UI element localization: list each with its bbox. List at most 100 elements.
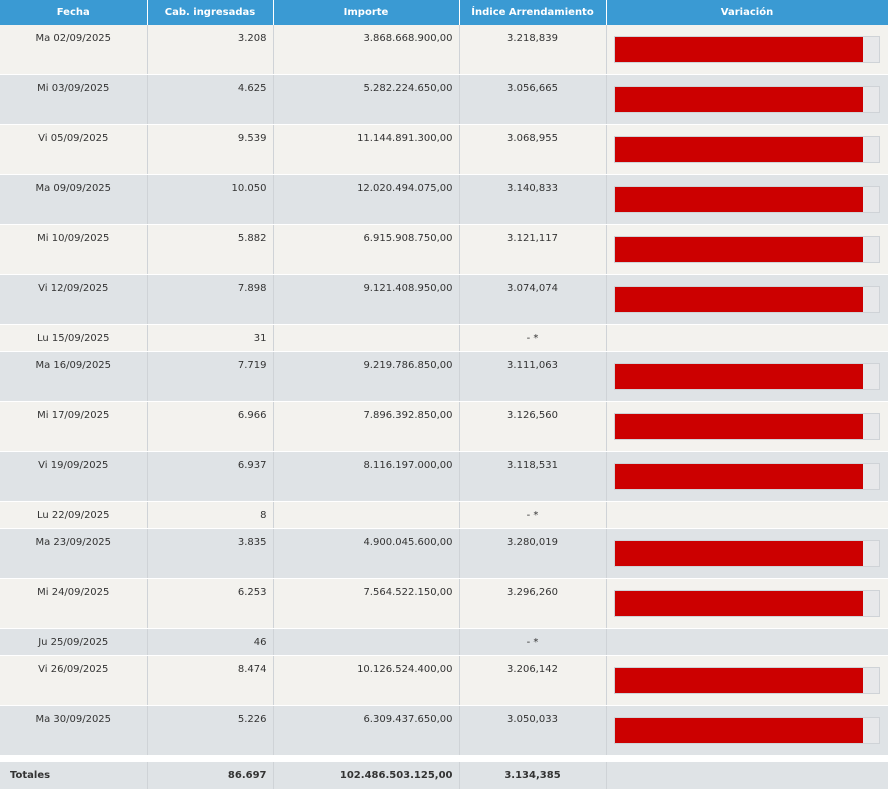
variation-bar-track	[613, 236, 880, 263]
cell-fecha: Vi 12/09/2025	[0, 274, 148, 325]
totals-cabezas: 86.697	[147, 762, 274, 789]
cell-cabezas: 7.898	[147, 274, 274, 325]
cell-cabezas: 10.050	[147, 174, 274, 225]
table-row: Mi 03/09/2025 4.625 5.282.224.650,00 3.056,…	[0, 74, 888, 125]
table-row: Mi 10/09/2025 5.882 6.915.908.750,00 3.121,…	[0, 224, 888, 275]
cell-cabezas: 5.882	[147, 224, 274, 275]
cell-indice: 3.126,560	[459, 401, 607, 452]
header-variacion[interactable]: Variación	[606, 0, 888, 25]
variation-bar-fill	[614, 668, 863, 693]
cell-indice: 3.068,955	[459, 124, 607, 175]
cell-indice: 3.140,833	[459, 174, 607, 225]
variation-bar-fill	[614, 364, 863, 389]
variation-bar-fill	[614, 87, 863, 112]
totals-importe: 102.486.503.125,00	[273, 762, 460, 789]
variation-bar-track	[613, 186, 880, 213]
cell-indice: 3.074,074	[459, 274, 607, 325]
cell-fecha: Lu 22/09/2025	[0, 501, 148, 529]
cell-indice: 3.118,531	[459, 451, 607, 502]
cell-fecha: Mi 10/09/2025	[0, 224, 148, 275]
cell-variacion	[606, 655, 888, 706]
variation-bar-track	[613, 717, 880, 744]
cell-importe: 12.020.494.075,00	[273, 174, 460, 225]
cell-cabezas: 46	[147, 628, 274, 656]
cell-cabezas: 3.208	[147, 25, 274, 75]
header-fecha[interactable]: Fecha	[0, 0, 148, 25]
cell-importe: 6.915.908.750,00	[273, 224, 460, 275]
variation-bar-track	[613, 413, 880, 440]
cell-importe	[273, 628, 460, 656]
cell-indice: - *	[459, 628, 607, 656]
cell-fecha: Ma 30/09/2025	[0, 705, 148, 756]
variation-bar-track	[613, 590, 880, 617]
cell-cabezas: 6.966	[147, 401, 274, 452]
variation-bar-fill	[614, 137, 863, 162]
cell-importe: 9.121.408.950,00	[273, 274, 460, 325]
header-importe[interactable]: Importe	[273, 0, 460, 25]
cell-variacion	[606, 25, 888, 75]
cell-fecha: Mi 03/09/2025	[0, 74, 148, 125]
cell-variacion	[606, 705, 888, 756]
table-row: Lu 15/09/2025 31 - *	[0, 324, 888, 352]
cell-indice: 3.050,033	[459, 705, 607, 756]
cell-importe: 7.896.392.850,00	[273, 401, 460, 452]
totals-label: Totales	[0, 762, 148, 789]
header-indice[interactable]: Índice Arrendamiento	[459, 0, 607, 25]
table-row: Ma 02/09/2025 3.208 3.868.668.900,00 3.218,…	[0, 25, 888, 75]
cell-fecha: Vi 05/09/2025	[0, 124, 148, 175]
variation-bar-fill	[614, 187, 863, 212]
cell-cabezas: 4.625	[147, 74, 274, 125]
cell-variacion	[606, 174, 888, 225]
cell-importe	[273, 324, 460, 352]
cell-fecha: Ma 23/09/2025	[0, 528, 148, 579]
cell-cabezas: 31	[147, 324, 274, 352]
table-row: Ma 09/09/2025 10.050 12.020.494.075,00 3.14…	[0, 174, 888, 225]
variation-bar-track	[613, 86, 880, 113]
totals-variacion	[606, 762, 888, 789]
table-row: Lu 22/09/2025 8 - *	[0, 501, 888, 529]
variation-bar-track	[613, 463, 880, 490]
cell-cabezas: 6.937	[147, 451, 274, 502]
cell-importe	[273, 501, 460, 529]
table-row: Vi 12/09/2025 7.898 9.121.408.950,00 3.074,…	[0, 274, 888, 325]
variation-bar-fill	[614, 237, 863, 262]
cell-indice: 3.056,665	[459, 74, 607, 125]
variation-bar-fill	[614, 287, 863, 312]
cell-variacion	[606, 324, 888, 352]
table-row: Ma 16/09/2025 7.719 9.219.786.850,00 3.111,…	[0, 351, 888, 402]
table-row: Mi 24/09/2025 6.253 7.564.522.150,00 3.296,…	[0, 578, 888, 629]
table-row: Ma 30/09/2025 5.226 6.309.437.650,00 3.050,…	[0, 705, 888, 756]
cell-indice: - *	[459, 324, 607, 352]
cell-variacion	[606, 628, 888, 656]
table-row: Mi 17/09/2025 6.966 7.896.392.850,00 3.126,…	[0, 401, 888, 452]
cell-variacion	[606, 224, 888, 275]
variation-bar-fill	[614, 541, 863, 566]
cell-importe: 3.868.668.900,00	[273, 25, 460, 75]
table-row: Ma 23/09/2025 3.835 4.900.045.600,00 3.280,…	[0, 528, 888, 579]
variation-bar-track	[613, 363, 880, 390]
cell-fecha: Lu 15/09/2025	[0, 324, 148, 352]
cell-fecha: Mi 17/09/2025	[0, 401, 148, 452]
table-body: Ma 02/09/2025 3.208 3.868.668.900,00 3.218,…	[0, 25, 888, 756]
cell-fecha: Mi 24/09/2025	[0, 578, 148, 629]
variation-bar-fill	[614, 718, 863, 743]
totals-row: Totales 86.697 102.486.503.125,00 3.134,…	[0, 762, 888, 789]
cell-cabezas: 3.835	[147, 528, 274, 579]
cell-indice: 3.206,142	[459, 655, 607, 706]
cell-fecha: Ma 09/09/2025	[0, 174, 148, 225]
cell-indice: 3.296,260	[459, 578, 607, 629]
table-row: Vi 05/09/2025 9.539 11.144.891.300,00 3.068…	[0, 124, 888, 175]
cell-importe: 9.219.786.850,00	[273, 351, 460, 402]
variation-bar-track	[613, 667, 880, 694]
variation-bar-track	[613, 540, 880, 567]
cell-indice: 3.280,019	[459, 528, 607, 579]
header-cabezas[interactable]: Cab. ingresadas	[147, 0, 274, 25]
cell-variacion	[606, 528, 888, 579]
header-row: Fecha Cab. ingresadas Importe Índice Arr…	[0, 0, 888, 25]
cell-variacion	[606, 351, 888, 402]
variation-bar-track	[613, 136, 880, 163]
cell-cabezas: 8.474	[147, 655, 274, 706]
variation-bar-fill	[614, 464, 863, 489]
cell-cabezas: 7.719	[147, 351, 274, 402]
cell-indice: - *	[459, 501, 607, 529]
